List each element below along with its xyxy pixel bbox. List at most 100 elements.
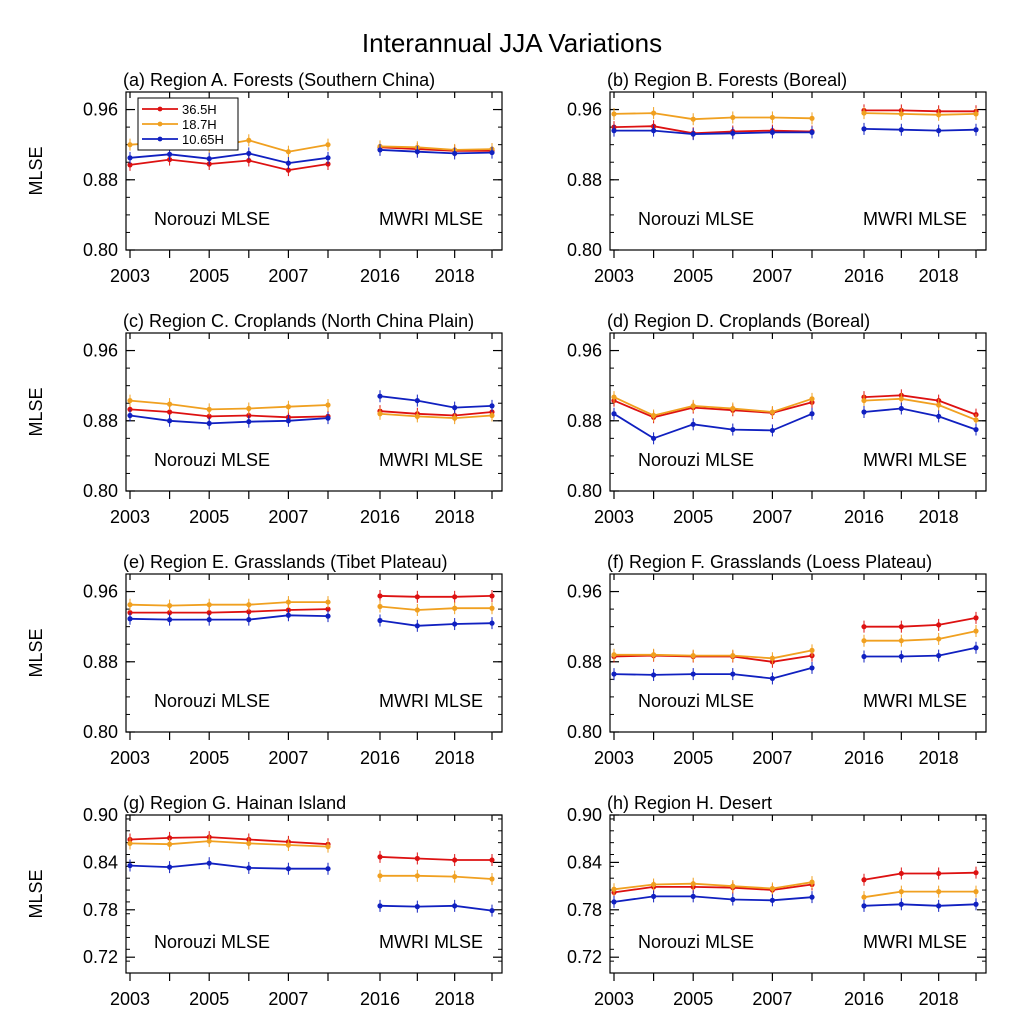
panel-frame: [609, 573, 987, 733]
x-tick-label: 2016: [360, 748, 400, 768]
data-point: [452, 405, 458, 411]
panel-title: (h) Region H. Desert: [607, 793, 772, 813]
series-line: [379, 149, 493, 155]
data-point: [809, 129, 815, 135]
data-point: [651, 435, 657, 441]
data-point: [898, 889, 904, 895]
x-tick-label: 2005: [673, 507, 713, 527]
y-axis-label: MLSE: [26, 869, 46, 918]
data-point: [452, 621, 458, 627]
data-point: [489, 857, 495, 863]
y-tick-label: 0.88: [567, 652, 602, 672]
panel-frame: [125, 91, 503, 251]
x-tick-label: 2007: [752, 748, 792, 768]
data-point: [246, 865, 252, 871]
data-point: [936, 636, 942, 642]
data-point: [489, 907, 495, 914]
data-point: [285, 404, 291, 410]
x-tick-label: 2003: [594, 989, 634, 1009]
data-point: [973, 901, 979, 907]
data-point: [377, 603, 383, 610]
data-point: [452, 594, 458, 600]
data-point: [898, 624, 904, 630]
data-point: [611, 111, 617, 117]
panel-title: (e) Region E. Grasslands (Tibet Plateau): [123, 552, 447, 572]
data-point: [414, 873, 420, 879]
x-tick-label: 2018: [435, 748, 475, 768]
data-point: [325, 866, 331, 872]
series-line: [613, 883, 813, 894]
x-tick-label: 2003: [594, 748, 634, 768]
data-point: [769, 675, 776, 682]
y-tick-label: 0.78: [567, 900, 602, 920]
data-point: [861, 653, 867, 660]
data-point: [861, 894, 867, 900]
y-tick-label: 0.96: [567, 582, 602, 602]
data-point: [973, 889, 979, 895]
data-point: [809, 396, 815, 402]
data-point: [611, 394, 617, 400]
series-line: [129, 614, 329, 621]
data-point: [809, 665, 815, 671]
y-tick-label: 0.78: [83, 900, 118, 920]
series-line: [863, 890, 976, 899]
data-point: [246, 419, 252, 425]
data-point: [809, 115, 815, 121]
data-point: [452, 605, 458, 611]
data-point: [769, 129, 776, 135]
x-tick-label: 2005: [189, 748, 229, 768]
data-point: [973, 628, 979, 634]
y-tick-label: 0.80: [567, 240, 602, 260]
data-point: [167, 610, 173, 616]
x-tick-label: 2003: [110, 266, 150, 286]
dataset-label: MWRI MLSE: [863, 932, 967, 952]
data-point: [489, 593, 495, 599]
x-tick-label: 2016: [360, 989, 400, 1009]
panel: (f) Region F. Grasslands (Loess Plateau)…: [567, 552, 987, 768]
data-point: [730, 426, 736, 433]
dataset-label: MWRI MLSE: [863, 450, 967, 470]
data-point: [690, 421, 696, 427]
y-tick-label: 0.80: [83, 240, 118, 260]
series-line: [379, 410, 493, 417]
data-point: [809, 894, 815, 900]
data-point: [246, 157, 252, 164]
y-tick-label: 0.88: [83, 170, 118, 190]
series-line: [379, 145, 493, 151]
y-tick-label: 0.84: [83, 852, 118, 872]
data-point: [246, 137, 252, 143]
data-point: [769, 427, 776, 434]
x-tick-label: 2018: [435, 266, 475, 286]
data-point: [651, 110, 657, 116]
data-point: [325, 613, 331, 619]
panel: (h) Region H. Desert 0.72 0.78 0.84 0.90 2003…: [567, 793, 987, 1009]
data-point: [377, 873, 383, 879]
x-tick-label: 2003: [110, 748, 150, 768]
series-line: [129, 836, 329, 846]
data-point: [414, 413, 420, 419]
data-point: [377, 903, 383, 909]
data-point: [414, 623, 420, 629]
panel-title: (g) Region G. Hainan Island: [123, 793, 346, 813]
data-point: [936, 112, 942, 118]
x-tick-label: 2007: [268, 989, 308, 1009]
data-point: [730, 671, 736, 677]
legend-label: 18.7H: [182, 117, 217, 132]
series-line: [864, 646, 977, 658]
series-line: [129, 399, 329, 411]
series-line: [614, 129, 812, 136]
panel: (g) Region G. Hainan Island MLSE 0.72 0.78 0…: [26, 793, 503, 1009]
data-point: [898, 111, 904, 117]
dataset-label: Norouzi MLSE: [638, 209, 754, 229]
data-point: [167, 409, 173, 415]
data-point: [127, 155, 133, 161]
data-point: [973, 615, 979, 621]
series-line: [379, 904, 493, 912]
dataset-label: Norouzi MLSE: [154, 932, 270, 952]
y-axis-label: MLSE: [26, 387, 46, 436]
series-line: [863, 903, 977, 907]
data-point: [936, 622, 942, 628]
data-point: [611, 671, 617, 677]
legend-label: 10.65H: [182, 132, 224, 147]
data-point: [861, 110, 867, 116]
